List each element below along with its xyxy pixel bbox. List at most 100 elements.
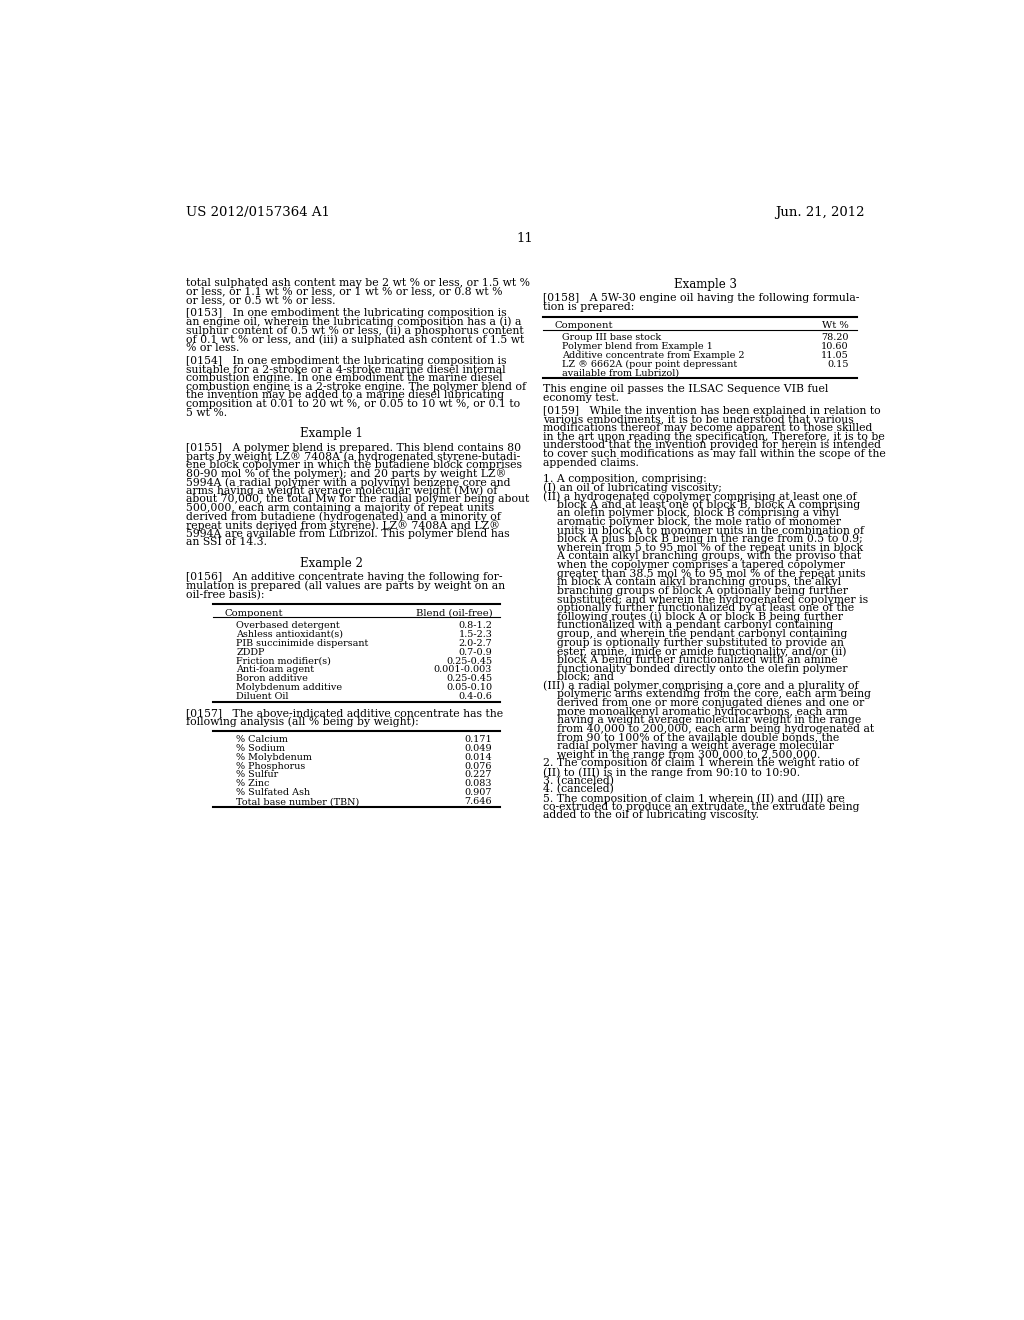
Text: 0.227: 0.227 (465, 771, 493, 780)
Text: % Sulfated Ash: % Sulfated Ash (237, 788, 310, 797)
Text: 500,000, each arm containing a majority of repeat units: 500,000, each arm containing a majority … (186, 503, 495, 513)
Text: block A being further functionalized with an amine: block A being further functionalized wit… (543, 655, 838, 665)
Text: [0154]   In one embodiment the lubricating composition is: [0154] In one embodiment the lubricating… (186, 356, 507, 366)
Text: [0155]   A polymer blend is prepared. This blend contains 80: [0155] A polymer blend is prepared. This… (186, 442, 521, 453)
Text: 5. The composition of claim 1 wherein (II) and (III) are: 5. The composition of claim 1 wherein (I… (543, 793, 845, 804)
Text: Diluent Oil: Diluent Oil (237, 692, 289, 701)
Text: substituted; and wherein the hydrogenated copolymer is: substituted; and wherein the hydrogenate… (543, 594, 867, 605)
Text: block A and at least one of block B, block A comprising: block A and at least one of block B, blo… (543, 500, 860, 510)
Text: repeat units derived from styrene). LZ® 7408A and LZ®: repeat units derived from styrene). LZ® … (186, 520, 500, 531)
Text: 5 wt %.: 5 wt %. (186, 408, 227, 417)
Text: derived from butadiene (hydrogenated) and a minority of: derived from butadiene (hydrogenated) an… (186, 512, 501, 523)
Text: (III) a radial polymer comprising a core and a plurality of: (III) a radial polymer comprising a core… (543, 681, 858, 692)
Text: (I) an oil of lubricating viscosity;: (I) an oil of lubricating viscosity; (543, 483, 722, 494)
Text: understood that the invention provided for herein is intended: understood that the invention provided f… (543, 441, 881, 450)
Text: to cover such modifications as may fall within the scope of the: to cover such modifications as may fall … (543, 449, 886, 459)
Text: 11: 11 (516, 231, 534, 244)
Text: 1.5-2.3: 1.5-2.3 (459, 630, 493, 639)
Text: wherein from 5 to 95 mol % of the repeat units in block: wherein from 5 to 95 mol % of the repeat… (543, 543, 863, 553)
Text: block; and: block; and (543, 672, 613, 682)
Text: 0.15: 0.15 (827, 360, 849, 370)
Text: 0.001-0.003: 0.001-0.003 (434, 665, 493, 675)
Text: optionally further functionalized by at least one of the: optionally further functionalized by at … (543, 603, 854, 614)
Text: Additive concentrate from Example 2: Additive concentrate from Example 2 (562, 351, 744, 360)
Text: Molybdenum additive: Molybdenum additive (237, 684, 343, 692)
Text: various embodiments, it is to be understood that various: various embodiments, it is to be underst… (543, 414, 853, 425)
Text: group, and wherein the pendant carbonyl containing: group, and wherein the pendant carbonyl … (543, 630, 847, 639)
Text: about 70,000, the total Mw for the radial polymer being about: about 70,000, the total Mw for the radia… (186, 494, 529, 504)
Text: 0.4-0.6: 0.4-0.6 (459, 692, 493, 701)
Text: A contain alkyl branching groups, with the proviso that: A contain alkyl branching groups, with t… (543, 552, 861, 561)
Text: ester, amine, imide or amide functionality, and/or (ii): ester, amine, imide or amide functionali… (543, 647, 846, 657)
Text: or less, or 1.1 wt % or less, or 1 wt % or less, or 0.8 wt %: or less, or 1.1 wt % or less, or 1 wt % … (186, 286, 503, 297)
Text: % Molybdenum: % Molybdenum (237, 752, 312, 762)
Text: 0.083: 0.083 (465, 779, 493, 788)
Text: units in block A to monomer units in the combination of: units in block A to monomer units in the… (543, 525, 863, 536)
Text: [0153]   In one embodiment the lubricating composition is: [0153] In one embodiment the lubricating… (186, 309, 507, 318)
Text: mulation is prepared (all values are parts by weight on an: mulation is prepared (all values are par… (186, 581, 505, 591)
Text: group is optionally further substituted to provide an: group is optionally further substituted … (543, 638, 844, 648)
Text: parts by weight LZ® 7408A (a hydrogenated styrene-butadi-: parts by weight LZ® 7408A (a hydrogenate… (186, 451, 520, 462)
Text: 0.8-1.2: 0.8-1.2 (459, 622, 493, 630)
Text: 0.076: 0.076 (465, 762, 493, 771)
Text: 0.05-0.10: 0.05-0.10 (446, 684, 493, 692)
Text: polymeric arms extending from the core, each arm being: polymeric arms extending from the core, … (543, 689, 870, 700)
Text: 0.25-0.45: 0.25-0.45 (446, 675, 493, 684)
Text: 0.049: 0.049 (465, 744, 493, 752)
Text: Blend (oil-free): Blend (oil-free) (416, 609, 493, 618)
Text: functionality bonded directly onto the olefin polymer: functionality bonded directly onto the o… (543, 664, 847, 673)
Text: Example 3: Example 3 (674, 277, 737, 290)
Text: following routes (i) block A or block B being further: following routes (i) block A or block B … (543, 612, 843, 623)
Text: PIB succinimide dispersant: PIB succinimide dispersant (237, 639, 369, 648)
Text: an olefin polymer block, block B comprising a vinyl: an olefin polymer block, block B compris… (543, 508, 839, 519)
Text: % Sodium: % Sodium (237, 744, 286, 752)
Text: Jun. 21, 2012: Jun. 21, 2012 (775, 206, 864, 219)
Text: an engine oil, wherein the lubricating composition has a (i) a: an engine oil, wherein the lubricating c… (186, 317, 521, 327)
Text: arms having a weight average molecular weight (Mw) of: arms having a weight average molecular w… (186, 486, 498, 496)
Text: 7.646: 7.646 (465, 797, 493, 807)
Text: Ashless antioxidant(s): Ashless antioxidant(s) (237, 630, 343, 639)
Text: in block A contain alkyl branching groups, the alkyl: in block A contain alkyl branching group… (543, 577, 841, 587)
Text: an SSI of 14.3.: an SSI of 14.3. (186, 537, 267, 548)
Text: weight in the range from 300,000 to 2,500,000.: weight in the range from 300,000 to 2,50… (543, 750, 820, 760)
Text: Group III base stock: Group III base stock (562, 334, 662, 342)
Text: from 40,000 to 200,000, each arm being hydrogenated at: from 40,000 to 200,000, each arm being h… (543, 723, 873, 734)
Text: (II) a hydrogenated copolymer comprising at least one of: (II) a hydrogenated copolymer comprising… (543, 491, 856, 502)
Text: LZ ® 6662A (pour point depressant: LZ ® 6662A (pour point depressant (562, 360, 737, 370)
Text: modifications thereof may become apparent to those skilled: modifications thereof may become apparen… (543, 422, 872, 433)
Text: from 90 to 100% of the available double bonds, the: from 90 to 100% of the available double … (543, 733, 839, 743)
Text: Example 1: Example 1 (300, 428, 362, 440)
Text: 2. The composition of claim 1 wherein the weight ratio of: 2. The composition of claim 1 wherein th… (543, 759, 858, 768)
Text: Anti-foam agent: Anti-foam agent (237, 665, 314, 675)
Text: 0.7-0.9: 0.7-0.9 (459, 648, 493, 657)
Text: Polymer blend from Example 1: Polymer blend from Example 1 (562, 342, 713, 351)
Text: Example 2: Example 2 (300, 557, 362, 570)
Text: This engine oil passes the ILSAC Sequence VIB fuel: This engine oil passes the ILSAC Sequenc… (543, 384, 828, 393)
Text: 78.20: 78.20 (821, 334, 849, 342)
Text: block A plus block B being in the range from 0.5 to 0.9;: block A plus block B being in the range … (543, 535, 862, 544)
Text: 2.0-2.7: 2.0-2.7 (459, 639, 493, 648)
Text: 0.014: 0.014 (465, 752, 493, 762)
Text: 3. (canceled): 3. (canceled) (543, 776, 613, 785)
Text: Total base number (TBN): Total base number (TBN) (237, 797, 359, 807)
Text: when the copolymer comprises a tapered copolymer: when the copolymer comprises a tapered c… (543, 560, 845, 570)
Text: % Zinc: % Zinc (237, 779, 270, 788)
Text: sulphur content of 0.5 wt % or less, (ii) a phosphorus content: sulphur content of 0.5 wt % or less, (ii… (186, 326, 523, 337)
Text: more monoalkenyl aromatic hydrocarbons, each arm: more monoalkenyl aromatic hydrocarbons, … (543, 706, 847, 717)
Text: radial polymer having a weight average molecular: radial polymer having a weight average m… (543, 742, 834, 751)
Text: total sulphated ash content may be 2 wt % or less, or 1.5 wt %: total sulphated ash content may be 2 wt … (186, 277, 530, 288)
Text: Wt %: Wt % (822, 321, 849, 330)
Text: tion is prepared:: tion is prepared: (543, 302, 634, 312)
Text: 5994A are available from Lubrizol. This polymer blend has: 5994A are available from Lubrizol. This … (186, 529, 510, 539)
Text: Boron additive: Boron additive (237, 675, 308, 684)
Text: 0.25-0.45: 0.25-0.45 (446, 656, 493, 665)
Text: 4. (canceled): 4. (canceled) (543, 784, 613, 795)
Text: combustion engine is a 2-stroke engine. The polymer blend of: combustion engine is a 2-stroke engine. … (186, 381, 526, 392)
Text: functionalized with a pendant carbonyl containing: functionalized with a pendant carbonyl c… (543, 620, 833, 631)
Text: ene block copolymer in which the butadiene block comprises: ene block copolymer in which the butadie… (186, 459, 522, 470)
Text: % Phosphorus: % Phosphorus (237, 762, 306, 771)
Text: available from Lubrizol): available from Lubrizol) (562, 368, 679, 378)
Text: appended claims.: appended claims. (543, 458, 639, 467)
Text: added to the oil of lubricating viscosity.: added to the oil of lubricating viscosit… (543, 810, 759, 820)
Text: Overbased detergent: Overbased detergent (237, 622, 340, 630)
